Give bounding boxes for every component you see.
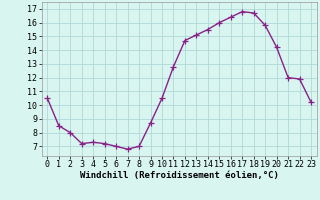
X-axis label: Windchill (Refroidissement éolien,°C): Windchill (Refroidissement éolien,°C) bbox=[80, 171, 279, 180]
